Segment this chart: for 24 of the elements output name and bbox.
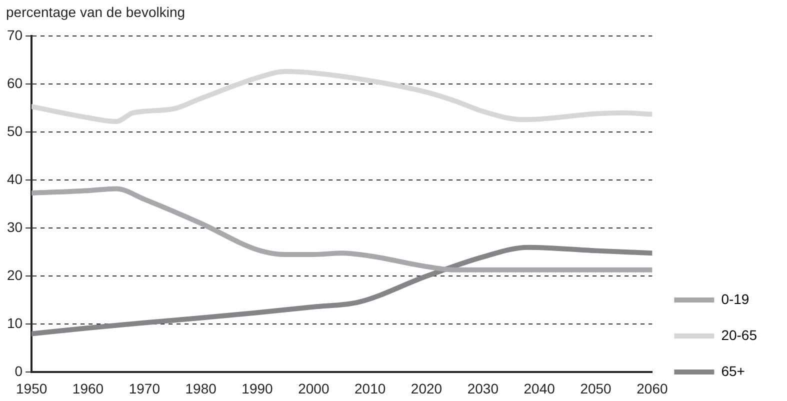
legend-label: 20-65 — [721, 326, 758, 343]
x-tick-label: 2000 — [298, 380, 330, 396]
x-tick-label: 1980 — [185, 380, 217, 396]
x-tick-label: 2010 — [354, 380, 386, 396]
y-tick-label: 50 — [6, 122, 23, 139]
y-tick-label: 60 — [6, 74, 23, 91]
x-tick-label: 1950 — [16, 380, 48, 396]
y-tick-label: 30 — [6, 218, 23, 235]
y-tick-label: 10 — [6, 315, 23, 332]
y-tick-label: 70 — [6, 26, 23, 43]
x-tick-label: 1970 — [128, 380, 160, 396]
x-tick-label: 2030 — [467, 380, 499, 396]
x-tick-label: 2020 — [410, 380, 442, 396]
x-tick-label: 1990 — [242, 380, 274, 396]
legend-label: 0-19 — [721, 290, 750, 307]
y-tick-label: 0 — [14, 363, 23, 380]
x-tick-label: 2050 — [580, 380, 612, 396]
y-tick-label: 40 — [6, 170, 23, 187]
x-tick-label: 2060 — [636, 380, 668, 396]
x-tick-label: 2040 — [524, 380, 556, 396]
x-tick-label: 1960 — [72, 380, 104, 396]
legend-label: 65+ — [721, 362, 745, 379]
y-tick-label: 20 — [6, 267, 23, 283]
y-axis-title: percentage van de bevolking — [6, 4, 186, 20]
